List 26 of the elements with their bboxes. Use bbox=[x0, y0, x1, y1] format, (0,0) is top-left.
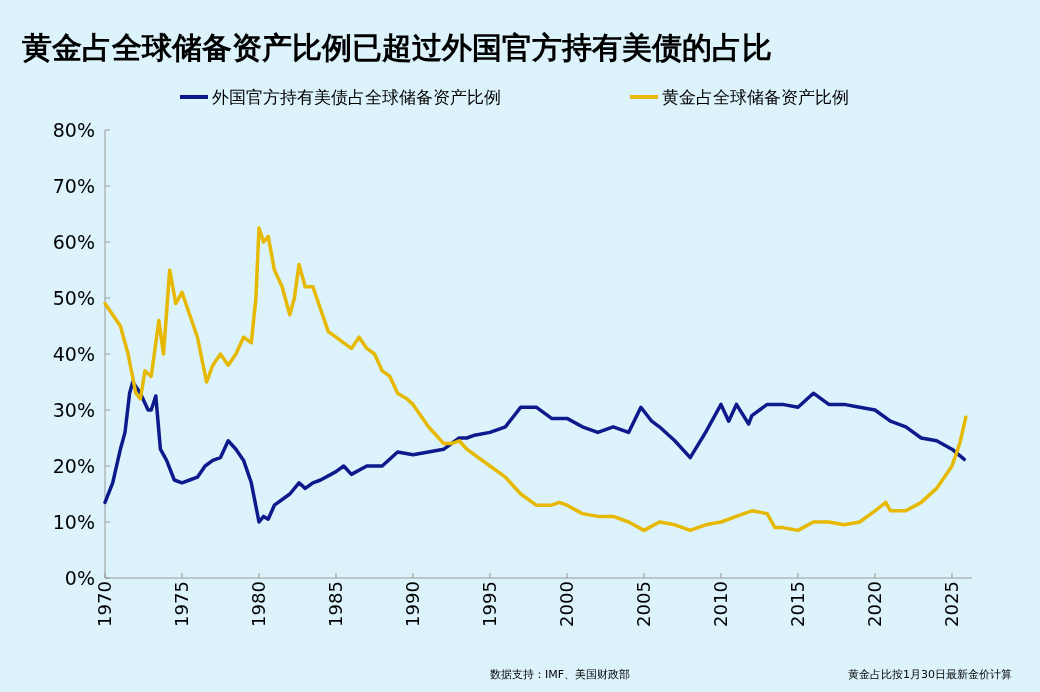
x-tick-label: 2025 bbox=[940, 581, 962, 627]
legend-label: 黄金占全球储备资产比例 bbox=[662, 87, 849, 107]
x-tick-label: 1970 bbox=[94, 581, 115, 627]
legend-label: 外国官方持有美债占全球储备资产比例 bbox=[212, 87, 501, 107]
x-tick-label: 1980 bbox=[248, 581, 269, 627]
y-tick-label: 10% bbox=[52, 511, 95, 533]
y-tick-label: 40% bbox=[52, 343, 95, 365]
x-tick-label: 2020 bbox=[863, 581, 885, 627]
x-tick-label: 2005 bbox=[632, 581, 654, 627]
y-tick-label: 60% bbox=[52, 231, 95, 253]
y-tick-label: 30% bbox=[52, 399, 95, 421]
x-tick-label: 2015 bbox=[786, 581, 808, 627]
x-tick-label: 1990 bbox=[401, 581, 423, 627]
text: 黄金占比按1月30日最新金价计算 bbox=[848, 668, 1012, 681]
y-tick-label: 20% bbox=[52, 455, 95, 477]
text: 数据支持：IMF、美国财政部 bbox=[490, 668, 631, 681]
x-tick-label: 1985 bbox=[324, 581, 346, 627]
y-tick-label: 70% bbox=[52, 175, 95, 197]
x-tick-label: 2010 bbox=[709, 581, 731, 627]
x-tick-label: 1995 bbox=[478, 581, 500, 627]
x-tick-label: 2000 bbox=[555, 581, 577, 627]
y-tick-label: 50% bbox=[52, 287, 95, 309]
y-tick-label: 80% bbox=[52, 119, 95, 141]
y-tick-label: 0% bbox=[64, 567, 95, 589]
chart-title: 黄金占全球储备资产比例已超过外国官方持有美债的占比 bbox=[22, 30, 772, 65]
x-tick-label: 1975 bbox=[171, 581, 192, 627]
